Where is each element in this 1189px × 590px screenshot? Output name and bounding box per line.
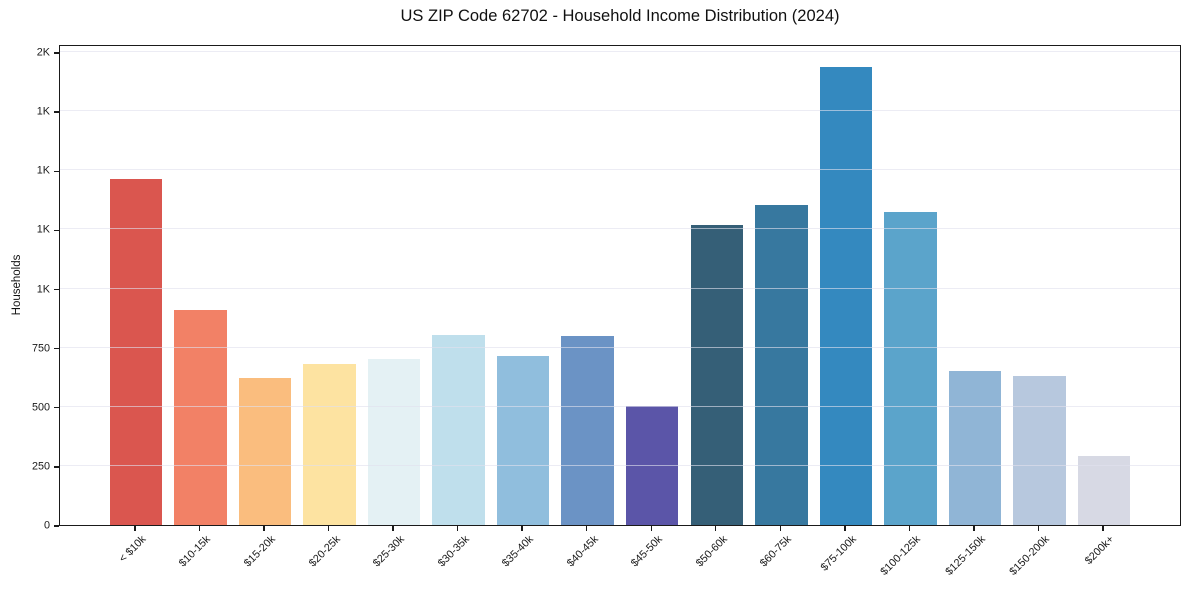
- x-tick-mark: [1102, 526, 1104, 531]
- x-tick-label: $15-20k: [241, 533, 278, 570]
- x-tick-label: $10-15k: [177, 533, 214, 570]
- bar-20-25k: [303, 364, 356, 525]
- x-tick-mark: [908, 526, 911, 531]
- y-tick-label: 1K: [36, 105, 50, 118]
- bar-40-45k: [561, 335, 614, 525]
- y-tick-mark: [54, 288, 59, 291]
- x-tick-mark: [456, 526, 459, 531]
- bar-10-15k: [174, 309, 227, 525]
- y-tick-label: 750: [31, 342, 50, 355]
- y-tick-label: 1K: [36, 283, 50, 296]
- gridline: [60, 405, 1180, 407]
- gridline: [60, 287, 1180, 289]
- x-tick-mark: [327, 526, 330, 531]
- x-tick-mark: [263, 526, 265, 531]
- x-tick-label: $125-150k: [943, 533, 988, 578]
- gridline: [60, 110, 1180, 112]
- y-tick-label: 1K: [36, 164, 50, 177]
- bar-15-20k: [238, 378, 292, 525]
- bar-100-125k: [884, 211, 937, 525]
- x-tick-mark: [586, 526, 588, 531]
- x-tick-label: $200k+: [1082, 533, 1117, 568]
- x-tick-label: $50-60k: [693, 533, 730, 570]
- bar-35-40k: [496, 355, 550, 525]
- y-tick-mark: [54, 52, 59, 54]
- bar-30-35k: [432, 334, 485, 525]
- y-tick-label: 2K: [36, 46, 50, 59]
- x-tick-label: $25-30k: [370, 533, 407, 570]
- y-tick-mark: [54, 111, 59, 113]
- x-tick-label: $20-25k: [306, 533, 343, 570]
- y-tick-mark: [54, 229, 59, 232]
- x-tick-mark: [973, 526, 975, 531]
- x-tick-mark: [650, 526, 652, 531]
- y-tick-mark: [54, 170, 59, 172]
- y-tick-mark: [54, 347, 59, 350]
- x-tick-label: $35-40k: [499, 533, 536, 570]
- bar-10k: [109, 178, 163, 525]
- y-tick-mark: [54, 407, 59, 409]
- x-tick-label: $40-45k: [564, 533, 601, 570]
- x-tick-label: $60-75k: [757, 533, 795, 570]
- bar-200k: [1077, 456, 1131, 525]
- bar-150-200k: [1013, 376, 1066, 525]
- x-tick-mark: [521, 526, 523, 531]
- y-tick-label: 250: [31, 460, 50, 473]
- bar-75-100k: [819, 67, 873, 525]
- x-tick-mark: [844, 526, 846, 531]
- x-tick-label: $30-35k: [435, 533, 472, 570]
- x-tick-mark: [134, 526, 136, 531]
- bar-125-150k: [948, 371, 1002, 525]
- bar-60-75k: [755, 204, 808, 525]
- plot-area: [59, 45, 1181, 526]
- gridline: [60, 228, 1180, 230]
- x-tick-mark: [1037, 526, 1040, 531]
- gridline: [60, 464, 1180, 466]
- gridline: [60, 346, 1180, 348]
- y-tick-mark: [54, 525, 59, 527]
- y-tick-mark: [54, 466, 59, 468]
- bar-25-30k: [367, 359, 421, 525]
- x-tick-label: $100-125k: [878, 533, 924, 578]
- x-tick-mark: [198, 526, 201, 531]
- y-tick-label: 1K: [36, 223, 50, 236]
- x-tick-label: < $10k: [117, 533, 149, 565]
- x-tick-mark: [392, 526, 394, 531]
- x-tick-label: $45-50k: [628, 533, 666, 570]
- x-tick-mark: [715, 526, 717, 531]
- x-tick-label: $75-100k: [818, 533, 859, 574]
- y-tick-label: 500: [31, 401, 50, 414]
- bar-50-60k: [690, 224, 744, 525]
- y-tick-label: 0: [43, 519, 50, 532]
- chart-title: US ZIP Code 62702 - Household Income Dis…: [400, 7, 840, 25]
- x-tick-mark: [779, 526, 781, 531]
- gridline: [60, 51, 1180, 53]
- gridline: [60, 169, 1180, 171]
- x-tick-label: $150-200k: [1007, 533, 1053, 578]
